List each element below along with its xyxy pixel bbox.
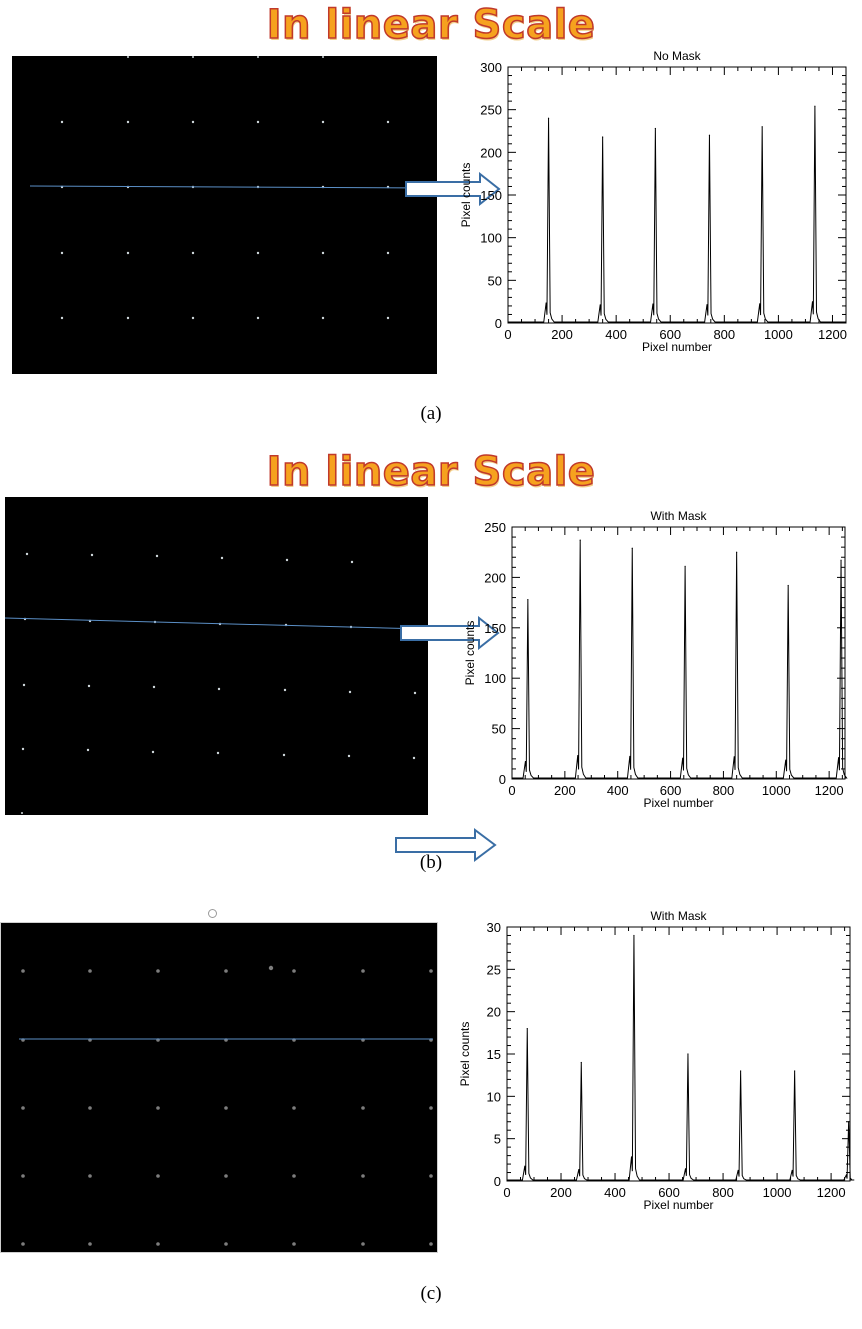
chart-title: With Mask <box>650 909 707 923</box>
arrow-b <box>400 616 500 650</box>
x-tick-label: 0 <box>508 783 515 798</box>
x-tick-label: 1000 <box>762 783 791 798</box>
peak-point <box>848 1121 850 1123</box>
x-tick-label: 400 <box>607 783 629 798</box>
peak-point <box>527 598 529 601</box>
camera-image-a <box>12 56 437 374</box>
y-tick-label: 100 <box>484 671 506 686</box>
x-axis-label: Pixel number <box>643 1198 713 1212</box>
chart-b: With Mask 0 200 400 600 800 1000 1200 0 50 100 150 2… <box>455 503 855 813</box>
camera-image-b <box>5 497 428 815</box>
y-tick-label: 20 <box>487 1005 501 1020</box>
x-tick-label: 1200 <box>817 1185 846 1200</box>
peak-point <box>736 551 738 553</box>
y-tick-label: 50 <box>488 273 502 288</box>
y-tick-label: 50 <box>492 722 506 737</box>
peak-point <box>787 584 789 587</box>
caption-c: (c) <box>420 1283 442 1304</box>
x-tick-label: 0 <box>503 1185 510 1200</box>
x-tick-label: 200 <box>550 1185 572 1200</box>
banner-title-b: In linear Scale <box>266 448 596 496</box>
chart-svg: No Mask 0 200 400 600 800 1000 1200 0 50 100 150 200… <box>459 49 847 354</box>
y-tick-label: 150 <box>480 188 502 203</box>
caption-b: (b) <box>419 852 443 873</box>
peak-point <box>579 539 581 541</box>
y-tick-label: 0 <box>499 772 506 787</box>
y-tick-label: 30 <box>487 920 501 935</box>
y-tick-label: 10 <box>487 1089 501 1104</box>
peak-point <box>580 1061 582 1064</box>
series-line <box>508 106 846 323</box>
peak-point <box>687 1053 689 1055</box>
x-tick-label: 400 <box>605 327 627 342</box>
y-tick-label: 200 <box>484 570 506 585</box>
y-tick-label: 150 <box>484 621 506 636</box>
spot-grid-c <box>19 965 433 1246</box>
x-tick-label: 1000 <box>763 1185 792 1200</box>
y-tick-label: 5 <box>494 1132 501 1147</box>
x-axis-label: Pixel number <box>643 796 713 810</box>
y-axis-label: Pixel counts <box>458 1022 472 1087</box>
series-line <box>507 935 855 1181</box>
y-tick-label: 25 <box>487 962 501 977</box>
x-tick-label: 800 <box>712 1185 734 1200</box>
peak-point <box>740 1070 742 1072</box>
peak-point <box>794 1070 796 1072</box>
peak-point <box>602 136 604 138</box>
x-tick-label: 400 <box>604 1185 626 1200</box>
y-tick-label: 0 <box>495 316 502 331</box>
arrow-c <box>395 828 497 862</box>
camera-image-c <box>0 922 438 1253</box>
x-tick-label: 0 <box>504 327 511 342</box>
y-tick-label: 15 <box>487 1047 501 1062</box>
x-tick-label: 1000 <box>764 327 793 342</box>
y-tick-label: 200 <box>480 145 502 160</box>
chart-a: No Mask 0 200 400 600 800 1000 1200 0 50 100 150 200… <box>450 45 855 365</box>
x-tick-label: 1200 <box>818 327 847 342</box>
spot-grid-b <box>5 552 424 814</box>
peak-point <box>654 127 656 130</box>
chart-c: With Mask 0 200 400 600 800 1000 1200 0 5 10 15 20 25… <box>455 903 855 1218</box>
y-tick-label: 0 <box>494 1174 501 1189</box>
x-tick-label: 200 <box>554 783 576 798</box>
x-tick-label: 800 <box>713 327 735 342</box>
chart-svg: With Mask 0 200 400 600 800 1000 1200 0 5 10 15 20 25… <box>458 909 855 1212</box>
x-tick-label: 200 <box>551 327 573 342</box>
peak-point <box>684 565 686 567</box>
peak-point <box>840 559 842 561</box>
x-tick-label: 1200 <box>815 783 844 798</box>
y-tick-label: 300 <box>480 60 502 75</box>
x-tick-label: 600 <box>658 1185 680 1200</box>
x-tick-label: 600 <box>659 327 681 342</box>
x-tick-label: 600 <box>660 783 682 798</box>
peak-point <box>708 134 711 136</box>
peak-point <box>526 1028 528 1030</box>
plot-frame <box>507 66 847 324</box>
chart-title: With Mask <box>650 509 707 523</box>
chart-svg: With Mask 0 200 400 600 800 1000 1200 0 50 100 150 2… <box>463 509 848 810</box>
plot-frame <box>506 926 851 1182</box>
x-tick-label: 800 <box>713 783 735 798</box>
y-axis-label: Pixel counts <box>463 621 477 686</box>
spot-grid-a <box>29 56 433 320</box>
y-axis-label: Pixel counts <box>459 163 473 228</box>
selection-handle[interactable] <box>208 909 217 918</box>
peak-point <box>761 126 763 128</box>
arrow-a <box>405 172 501 206</box>
y-tick-label: 250 <box>480 103 502 118</box>
peak-point <box>633 934 635 937</box>
chart-title: No Mask <box>653 49 701 63</box>
series-line <box>512 540 848 779</box>
plot-frame <box>511 526 846 780</box>
banner-title: In linear Scale <box>266 1 596 49</box>
peak-point <box>547 117 550 119</box>
x-axis-label: Pixel number <box>642 340 712 354</box>
y-tick-label: 100 <box>480 231 502 246</box>
peak-point <box>631 547 633 549</box>
y-tick-label: 250 <box>484 520 506 535</box>
caption-a: (a) <box>420 403 442 424</box>
peak-point <box>814 105 816 107</box>
